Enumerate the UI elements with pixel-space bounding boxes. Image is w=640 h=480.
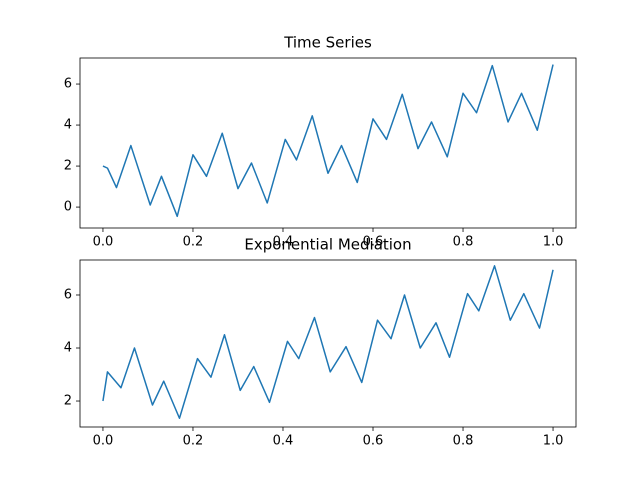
y-tick-label: 4 (64, 341, 72, 356)
y-tick-label: 2 (64, 394, 72, 409)
x-tick-label: 0.0 (93, 235, 114, 250)
x-tick-label: 1.0 (543, 434, 564, 449)
axes-frame (79, 57, 577, 229)
x-tick-label: 0.2 (183, 434, 204, 449)
x-tick-label: 1.0 (543, 235, 564, 250)
y-tick-label: 2 (64, 159, 72, 174)
axes-frame (79, 259, 577, 428)
x-tick-label: 0.6 (363, 235, 384, 250)
x-tick-label: 0.2 (183, 235, 204, 250)
x-tick-label: 0.4 (273, 235, 294, 250)
x-tick-label: 0.4 (273, 434, 294, 449)
x-tick-label: 0.8 (453, 235, 474, 250)
y-tick-label: 4 (64, 118, 72, 133)
series-line (102, 265, 554, 420)
x-tick-label: 0.8 (453, 434, 474, 449)
y-tick-label: 0 (64, 200, 72, 215)
chart-title: Exponential Mediation (244, 236, 411, 254)
y-tick-label: 6 (64, 287, 72, 302)
y-tick-label: 6 (64, 77, 72, 92)
series-line (102, 64, 554, 218)
x-tick-label: 0.0 (93, 434, 114, 449)
chart-title: Time Series (283, 34, 372, 52)
x-tick-label: 0.6 (363, 434, 384, 449)
